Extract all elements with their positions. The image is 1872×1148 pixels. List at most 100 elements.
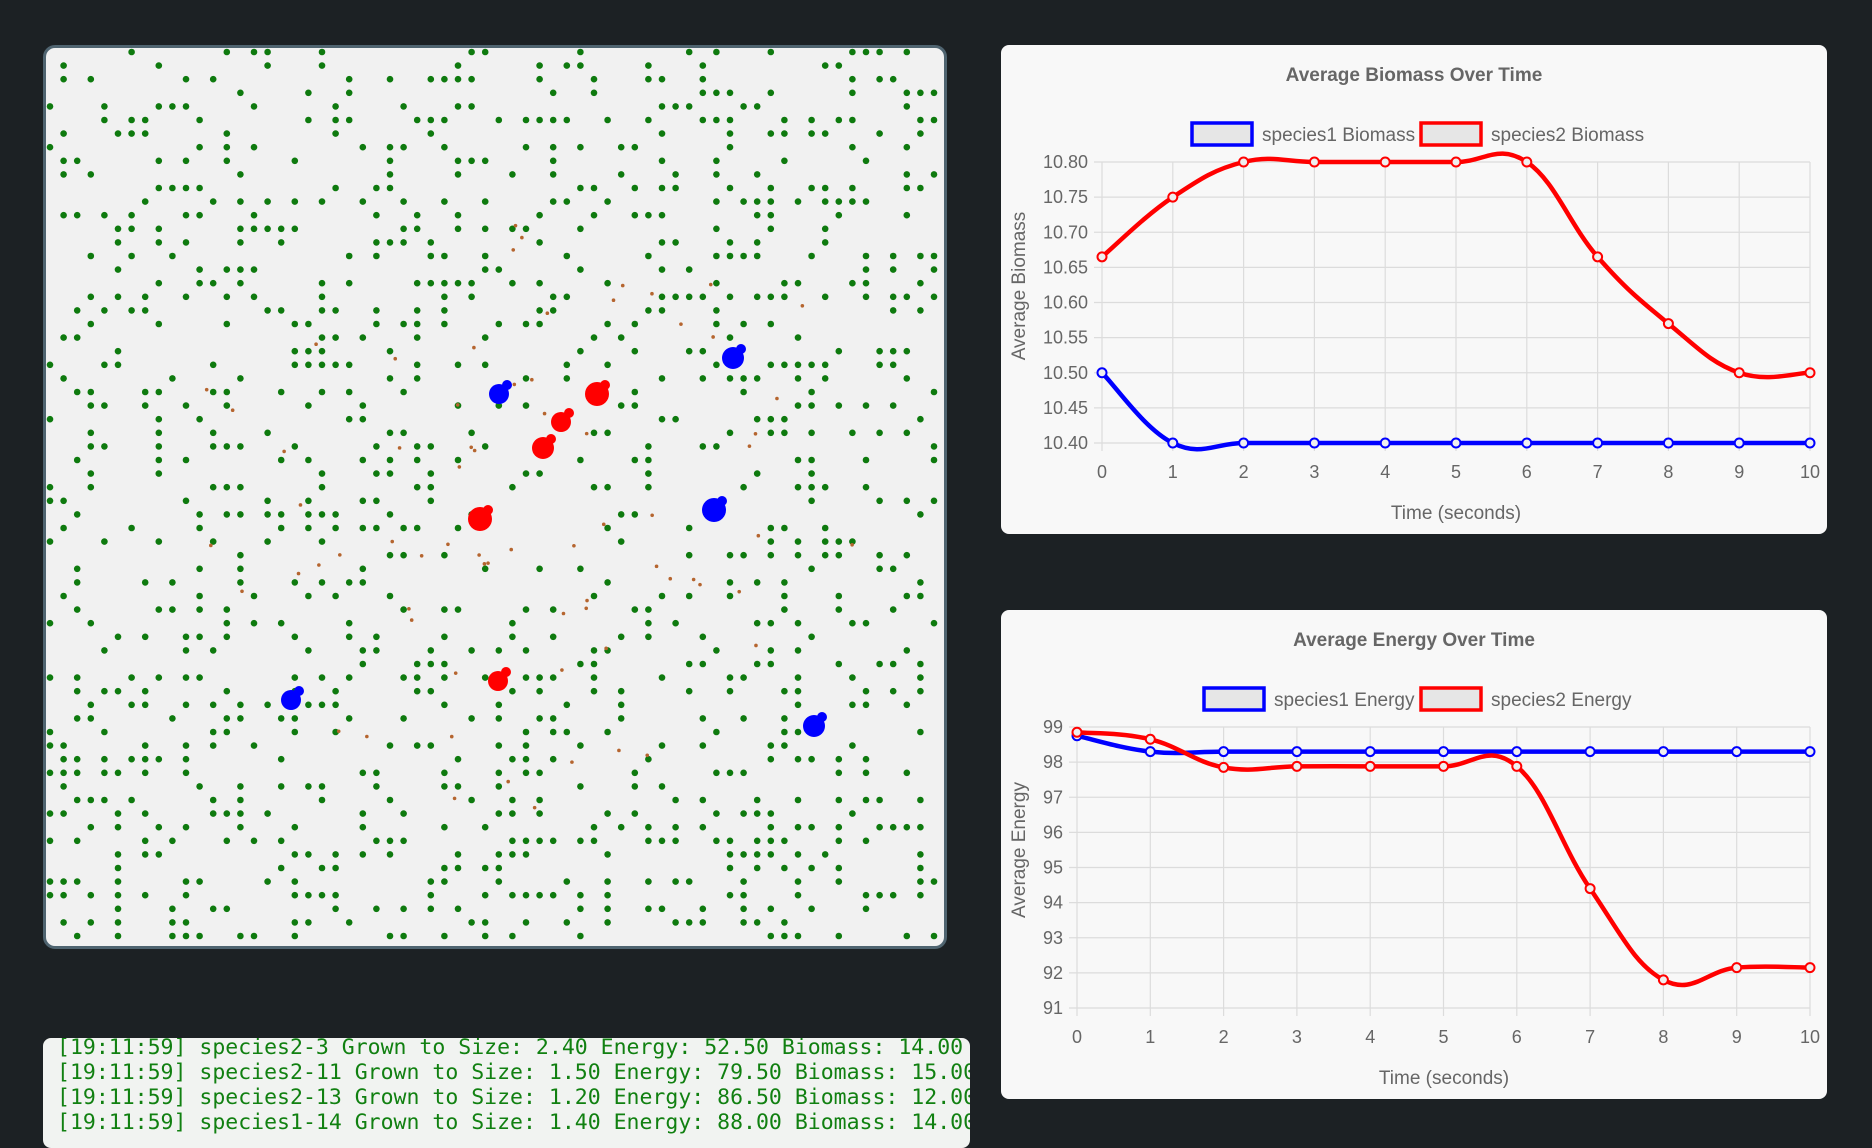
- plant-food: [645, 456, 652, 464]
- plant-food: [114, 891, 122, 899]
- plant-food: [699, 823, 707, 831]
- data-point[interactable]: [1733, 367, 1745, 379]
- species1-organism[interactable]: [803, 712, 827, 737]
- data-point[interactable]: [1804, 367, 1816, 379]
- data-point[interactable]: [1218, 746, 1230, 758]
- data-point[interactable]: [1071, 726, 1083, 738]
- plant-food: [536, 810, 543, 817]
- data-point[interactable]: [1657, 746, 1669, 758]
- species2-organism[interactable]: [551, 408, 574, 432]
- data-point[interactable]: [1804, 746, 1816, 758]
- data-point[interactable]: [1144, 746, 1156, 758]
- data-point[interactable]: [1521, 156, 1533, 168]
- plant-food: [291, 891, 299, 899]
- plant-food: [427, 905, 435, 913]
- species2-organism[interactable]: [468, 505, 493, 531]
- data-point[interactable]: [1291, 760, 1303, 772]
- plant-food: [835, 837, 843, 845]
- organism-body: [722, 347, 744, 369]
- plant-food: [726, 116, 734, 124]
- data-point[interactable]: [1731, 962, 1743, 974]
- plant-food: [318, 891, 326, 899]
- plant-food: [141, 116, 149, 124]
- plant-food: [250, 742, 258, 749]
- plant-food: [114, 687, 122, 695]
- plant-food: [155, 157, 163, 165]
- plant-food: [753, 171, 761, 178]
- data-point[interactable]: [1291, 746, 1303, 758]
- data-point[interactable]: [1308, 156, 1320, 168]
- plant-food: [767, 211, 775, 219]
- data-point[interactable]: [1733, 437, 1745, 449]
- species2-organism[interactable]: [585, 380, 610, 406]
- data-point[interactable]: [1662, 437, 1674, 449]
- data-point[interactable]: [1096, 251, 1108, 263]
- data-point[interactable]: [1438, 760, 1449, 772]
- debris-particle: [601, 522, 606, 527]
- data-point[interactable]: [1238, 437, 1250, 449]
- data-point[interactable]: [1511, 760, 1523, 772]
- data-point[interactable]: [1218, 761, 1230, 773]
- data-point[interactable]: [1379, 437, 1391, 449]
- species1-organism[interactable]: [281, 686, 304, 710]
- data-point[interactable]: [1592, 251, 1604, 263]
- data-point[interactable]: [1592, 437, 1604, 449]
- legend-item-species1-biomass[interactable]: species1 Biomass: [1190, 121, 1415, 147]
- data-point[interactable]: [1167, 191, 1179, 203]
- event-log[interactable]: [19:11:59] species2-3 Grown to Size: 2.4…: [43, 1038, 970, 1148]
- plant-food: [631, 143, 639, 151]
- data-point[interactable]: [1308, 437, 1320, 449]
- plant-food: [781, 592, 788, 600]
- plant-food: [427, 252, 435, 260]
- data-point[interactable]: [1144, 733, 1156, 745]
- data-point[interactable]: [1804, 962, 1816, 974]
- data-point[interactable]: [1379, 156, 1391, 168]
- legend-item-species2-biomass[interactable]: species2 Biomass: [1419, 121, 1644, 147]
- plant-food: [196, 524, 203, 532]
- data-point[interactable]: [1521, 437, 1533, 449]
- legend-item-species2-energy[interactable]: species2 Energy: [1419, 686, 1632, 712]
- data-point[interactable]: [1167, 437, 1179, 449]
- data-point[interactable]: [1096, 367, 1108, 379]
- plant-food: [672, 293, 679, 301]
- debris-particle: [298, 503, 303, 507]
- plant-food: [345, 919, 353, 926]
- data-point[interactable]: [1364, 746, 1376, 758]
- plant-food: [413, 524, 421, 532]
- data-point[interactable]: [1364, 760, 1376, 772]
- species1-organism[interactable]: [489, 380, 512, 404]
- plant-food: [563, 62, 571, 69]
- plant-food: [291, 633, 299, 641]
- plant-food: [454, 864, 462, 872]
- plant-food: [808, 483, 815, 491]
- plant-food: [237, 579, 244, 586]
- plant-food: [373, 443, 380, 450]
- data-point[interactable]: [1450, 156, 1462, 168]
- plant-food: [590, 429, 598, 437]
- data-point[interactable]: [1438, 746, 1449, 758]
- species1-organism[interactable]: [702, 496, 727, 522]
- data-point[interactable]: [1804, 437, 1816, 449]
- data-point[interactable]: [1584, 746, 1596, 758]
- data-point[interactable]: [1450, 437, 1462, 449]
- plant-food: [141, 769, 149, 777]
- legend-item-species1-energy[interactable]: species1 Energy: [1202, 686, 1415, 712]
- plant-food: [454, 211, 462, 219]
- plant-food: [753, 810, 761, 817]
- species2-organism[interactable]: [532, 434, 556, 459]
- data-point[interactable]: [1657, 974, 1669, 986]
- plant-food: [862, 402, 870, 409]
- data-point[interactable]: [1662, 318, 1674, 330]
- species1-organism[interactable]: [722, 344, 746, 369]
- plant-food: [87, 429, 95, 437]
- plant-food: [821, 851, 829, 858]
- plant-food: [781, 687, 788, 695]
- species2-organism[interactable]: [488, 667, 511, 691]
- plant-food: [114, 932, 122, 940]
- data-point[interactable]: [1584, 883, 1596, 895]
- data-point[interactable]: [1238, 156, 1250, 168]
- data-point[interactable]: [1731, 746, 1743, 758]
- plant-food: [495, 715, 503, 722]
- simulation-canvas[interactable]: [43, 45, 947, 949]
- data-point[interactable]: [1511, 746, 1523, 758]
